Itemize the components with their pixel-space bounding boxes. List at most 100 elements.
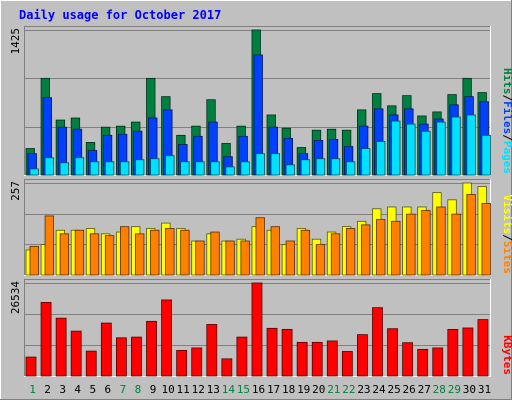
bar-sites-day-21 — [330, 233, 341, 276]
bar-sites-day-12 — [195, 240, 205, 276]
bar-sites-day-9 — [150, 229, 160, 276]
day-label-3: 3 — [59, 383, 66, 396]
bar-sites-day-5 — [89, 233, 100, 276]
day-label-13: 13 — [207, 383, 220, 396]
bar-kbytes-day-15 — [236, 336, 248, 377]
legend-kbytes: KBytes — [501, 335, 512, 375]
bar-kbytes-day-9 — [146, 320, 157, 377]
bar-pages-day-11 — [180, 161, 190, 176]
bar-pages-day-14 — [225, 166, 235, 176]
bar-kbytes-day-30 — [462, 327, 474, 377]
bar-sites-day-7 — [119, 226, 130, 276]
bar-pages-day-6 — [104, 161, 115, 176]
panel-1-ymax-label: 1425 — [9, 28, 22, 55]
bar-sites-day-29 — [451, 213, 461, 276]
panel-3-legend: KBytes — [501, 335, 512, 375]
bar-sites-day-28 — [436, 206, 446, 276]
bar-sites-day-16 — [255, 217, 265, 276]
bar-kbytes-day-12 — [191, 347, 203, 377]
day-label-24: 24 — [372, 383, 386, 396]
day-label-7: 7 — [120, 383, 127, 396]
bar-sites-day-25 — [391, 220, 401, 276]
day-label-8: 8 — [135, 383, 142, 396]
bar-pages-day-19 — [300, 159, 311, 176]
bar-sites-day-10 — [165, 228, 175, 276]
bar-kbytes-day-26 — [402, 342, 414, 377]
bar-sites-day-19 — [300, 229, 311, 276]
chart-title: Daily usage for October 2017 — [19, 8, 221, 22]
bar-kbytes-day-20 — [311, 341, 323, 377]
bar-sites-day-15 — [240, 240, 250, 276]
bar-kbytes-day-8 — [131, 336, 142, 377]
chart-panels: 1425 Hits/Files/Pages 257 Visits/Sites 26534… — [9, 26, 512, 377]
day-label-30: 30 — [463, 383, 476, 396]
bar-kbytes-day-3 — [55, 317, 67, 377]
bar-kbytes-day-13 — [206, 324, 218, 377]
bar-sites-day-3 — [59, 233, 70, 276]
bar-pages-day-2 — [44, 157, 54, 176]
bar-pages-day-13 — [210, 161, 220, 176]
bar-pages-day-26 — [406, 123, 416, 176]
day-label-4: 4 — [74, 383, 81, 396]
bar-kbytes-day-29 — [447, 328, 459, 377]
bar-sites-day-20 — [315, 244, 326, 276]
day-label-31: 31 — [478, 383, 491, 396]
bar-kbytes-day-24 — [372, 307, 383, 377]
day-label-23: 23 — [357, 383, 370, 396]
bar-pages-day-20 — [315, 158, 326, 176]
bar-pages-day-7 — [119, 161, 130, 176]
day-label-15: 15 — [237, 383, 250, 396]
bar-pages-day-17 — [270, 153, 280, 176]
bar-sites-day-4 — [74, 229, 85, 276]
day-label-22: 22 — [342, 383, 355, 396]
day-label-28: 28 — [433, 383, 446, 396]
panel-2-legend: Visits/Sites — [501, 195, 512, 275]
bar-kbytes-day-31 — [477, 319, 489, 377]
day-label-27: 27 — [418, 383, 431, 396]
bar-pages-day-30 — [466, 114, 476, 176]
bar-kbytes-day-25 — [387, 328, 398, 377]
bar-kbytes-day-28 — [432, 347, 444, 377]
day-label-11: 11 — [177, 383, 190, 396]
bar-pages-day-22 — [345, 161, 356, 176]
bar-sites-day-30 — [466, 194, 476, 276]
bar-pages-day-4 — [74, 157, 85, 176]
bar-kbytes-day-16 — [251, 282, 263, 377]
bar-sites-day-1 — [29, 245, 39, 276]
day-label-26: 26 — [403, 383, 416, 396]
bar-sites-day-24 — [376, 219, 386, 276]
bar-kbytes-day-7 — [115, 337, 127, 377]
bar-sites-day-14 — [225, 240, 235, 276]
day-label-12: 12 — [192, 383, 205, 396]
panel-1-legend: Hits/Files/Pages — [501, 68, 512, 174]
bar-sites-day-6 — [104, 235, 115, 276]
bar-kbytes-day-5 — [85, 350, 97, 377]
panel-2-ymax-label: 257 — [9, 181, 22, 201]
bar-pages-day-12 — [195, 161, 205, 176]
day-label-14: 14 — [222, 383, 236, 396]
bar-pages-day-18 — [285, 164, 295, 176]
day-label-1: 1 — [29, 383, 36, 396]
day-label-20: 20 — [312, 383, 325, 396]
legend-visits: Visits — [501, 195, 512, 235]
panel-3-legend-text: KBytes — [501, 335, 512, 375]
bar-sites-day-11 — [180, 229, 190, 276]
bar-pages-day-27 — [421, 130, 431, 176]
bar-pages-day-15 — [240, 161, 250, 176]
legend-sites: Sites — [501, 241, 512, 274]
panel-3: 26534 KBytes — [9, 279, 512, 377]
bar-kbytes-day-22 — [341, 351, 353, 377]
legend-files: Files — [501, 101, 512, 134]
day-label-2: 2 — [44, 383, 51, 396]
bar-pages-day-23 — [361, 148, 371, 176]
bar-kbytes-day-19 — [296, 341, 308, 377]
bar-kbytes-day-17 — [266, 327, 278, 377]
bar-pages-day-1 — [29, 168, 39, 176]
bar-kbytes-day-6 — [100, 322, 112, 377]
bar-sites-day-13 — [210, 231, 220, 276]
bar-pages-day-16 — [255, 153, 265, 176]
bar-pages-day-29 — [451, 116, 461, 176]
day-label-25: 25 — [387, 383, 400, 396]
bar-kbytes-day-14 — [221, 358, 233, 377]
